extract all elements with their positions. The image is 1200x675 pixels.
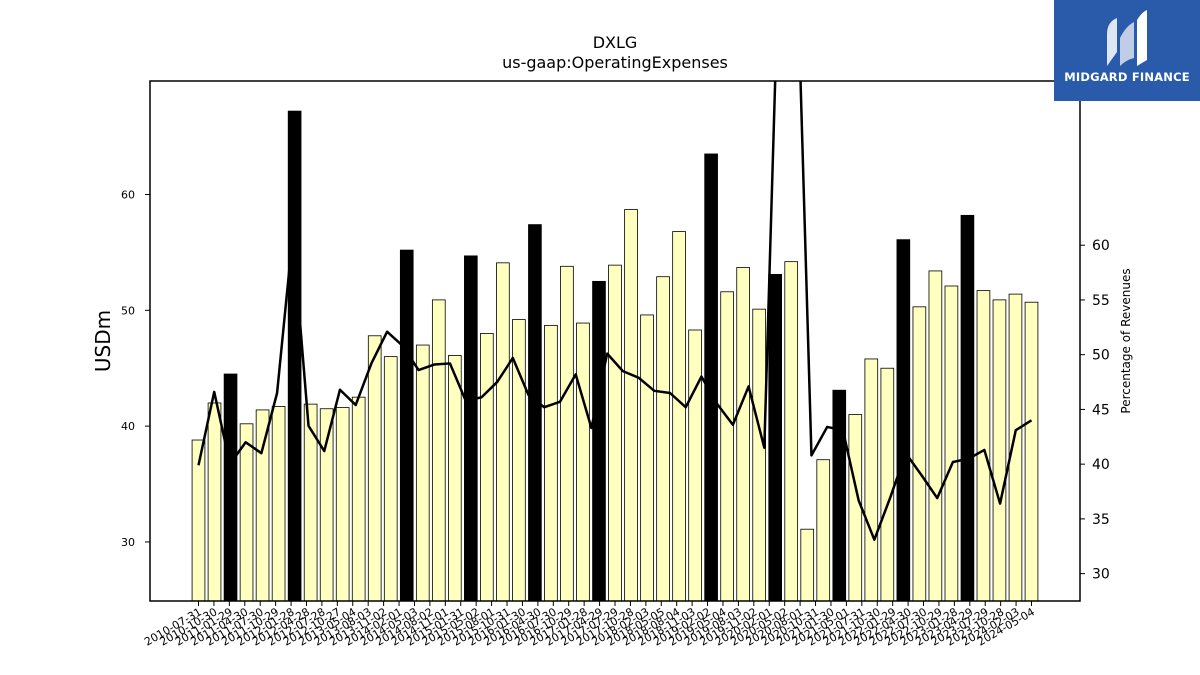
y2-tick-label: 55	[1092, 293, 1110, 309]
y-tick-label: 30	[121, 536, 135, 549]
bar	[351, 396, 366, 602]
bar	[271, 406, 286, 602]
bar	[335, 407, 350, 602]
bar	[720, 291, 734, 602]
bar	[784, 261, 799, 602]
bar	[480, 333, 494, 602]
bar	[415, 344, 430, 602]
bar	[736, 267, 750, 602]
bar	[912, 306, 927, 602]
y2-tick-label: 40	[1092, 457, 1110, 473]
chart-subtitle: us-gaap:OperatingExpenses	[502, 53, 728, 72]
y2-tick-label: 50	[1092, 348, 1110, 364]
bar	[832, 389, 847, 602]
bar	[303, 403, 318, 602]
right-axis-ticks: 30 35 40 45 50 55 60	[1080, 238, 1110, 583]
bar	[207, 402, 222, 602]
bar	[944, 285, 959, 602]
bar	[608, 264, 622, 602]
bar	[239, 423, 254, 602]
bar	[928, 270, 943, 602]
bar	[752, 308, 766, 602]
bar	[287, 110, 302, 602]
bar	[1024, 301, 1039, 602]
bar	[399, 249, 414, 602]
bar	[688, 329, 702, 602]
bar	[367, 335, 382, 602]
y-tick-label: 60	[121, 188, 135, 201]
percentage-line-series	[197, 81, 1033, 541]
bar	[848, 414, 863, 602]
bar	[624, 209, 638, 602]
bar	[255, 409, 270, 602]
bar	[592, 280, 606, 602]
bar-series	[191, 110, 1039, 602]
bar	[800, 528, 815, 602]
bar	[464, 255, 478, 602]
bar	[544, 324, 558, 602]
chart-title: DXLG	[593, 33, 638, 52]
bar	[864, 358, 879, 602]
y-tick-label: 50	[121, 304, 135, 317]
bar	[976, 290, 991, 602]
y-tick-label: 40	[121, 420, 135, 433]
brand-logo: MIDGARD FINANCE	[1054, 0, 1200, 101]
y2-tick-label: 60	[1092, 238, 1110, 254]
bar	[656, 276, 670, 602]
midgard-logo-icon	[1107, 10, 1147, 66]
bar	[768, 274, 783, 602]
bar	[496, 262, 510, 602]
bar	[383, 356, 398, 602]
bar	[528, 224, 542, 602]
y2-axis-label: Percentage of Revenues	[1119, 268, 1133, 413]
brand-name: MIDGARD FINANCE	[1064, 70, 1190, 84]
bar	[560, 265, 574, 602]
bar	[960, 214, 975, 602]
percentage-line	[197, 81, 1033, 541]
bar	[880, 367, 895, 602]
bar	[896, 239, 911, 602]
bar	[704, 153, 718, 602]
y2-tick-label: 35	[1092, 512, 1110, 528]
bar	[431, 299, 446, 602]
left-axis-ticks: 30 40 50 60	[121, 188, 150, 549]
bar	[223, 373, 238, 602]
bar	[447, 355, 462, 602]
y-axis-label: USDm	[91, 310, 115, 372]
y2-tick-label: 30	[1092, 567, 1110, 583]
bar	[576, 322, 590, 602]
x-axis-ticks: 2010-07-312010-10-302011-01-292011-04-30…	[142, 601, 1037, 649]
y2-tick-label: 45	[1092, 402, 1110, 418]
bar	[816, 459, 831, 602]
bar	[640, 314, 654, 602]
bar	[672, 231, 686, 602]
bar	[992, 299, 1007, 602]
